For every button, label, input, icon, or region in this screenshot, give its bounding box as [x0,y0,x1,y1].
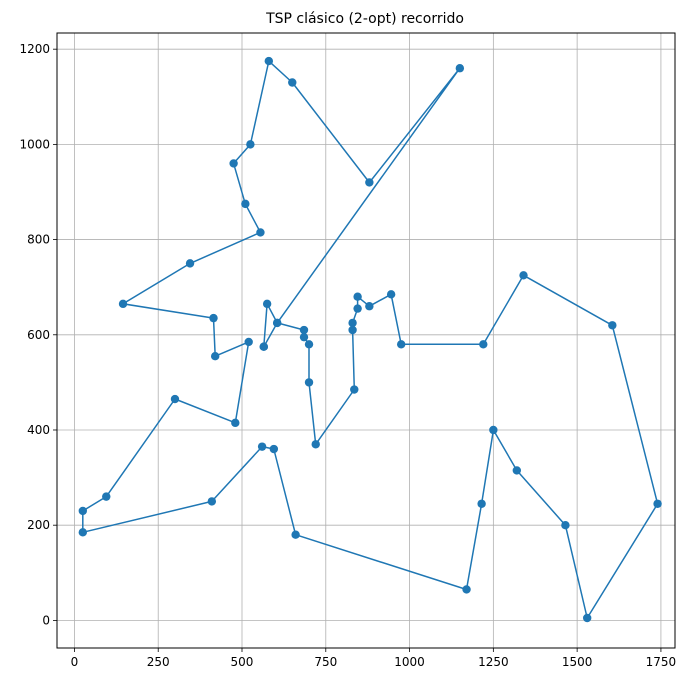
city-point [262,299,272,309]
x-tick-label: 0 [71,655,79,669]
city-point [365,302,374,311]
city-point [207,497,217,506]
route-series [78,56,662,623]
city-point [269,444,279,454]
city-point [299,332,309,342]
city-point [477,499,486,508]
city-point [210,352,220,361]
city-point [512,466,522,475]
y-tick-label: 1000 [19,137,50,151]
city-point [311,440,320,449]
x-tick-label: 250 [147,655,170,669]
city-point [479,340,488,349]
city-point [386,290,396,299]
city-point [259,342,268,351]
city-point [462,585,471,594]
city-point [241,199,250,209]
city-point [264,56,274,66]
city-point [455,64,465,73]
chart-title: TSP clásico (2-opt) recorrido [265,11,464,27]
city-point [348,318,357,328]
grid-lines [57,33,675,648]
x-tick-label: 750 [314,655,337,669]
y-tick-label: 0 [42,613,50,627]
city-point [78,528,88,537]
city-point [299,325,309,335]
city-point [288,78,297,87]
city-point [291,530,300,539]
city-point [209,313,218,323]
city-point [348,325,357,335]
city-point [489,425,498,435]
y-tick-label: 400 [27,423,50,437]
city-point [78,506,88,516]
city-point [272,318,282,328]
city-point [519,271,528,280]
city-point [582,613,592,623]
city-point [244,337,253,347]
y-tick-label: 200 [27,518,50,532]
y-tick-label: 600 [27,328,50,342]
city-point [231,418,240,428]
city-point [257,442,267,451]
x-tick-label: 1000 [394,655,425,669]
city-point [229,159,238,168]
city-point [353,292,362,301]
x-tick-label: 500 [231,655,254,669]
city-point [396,340,406,349]
city-point [256,228,265,237]
x-tick-label: 1500 [562,655,593,669]
route-line [82,60,659,619]
city-point [653,499,662,508]
city-point [350,385,359,394]
x-tick-label: 1750 [646,655,677,669]
city-point [118,299,128,309]
city-point [246,140,255,149]
y-axis: 0 200 400 600 800 1000 1200 [19,42,57,627]
x-axis: 0 250 500 750 1000 1250 1500 1750 [71,648,677,669]
city-point [608,321,617,330]
y-tick-label: 1200 [19,42,50,56]
city-point [561,520,570,530]
x-tick-label: 1250 [478,655,509,669]
y-tick-label: 800 [27,233,50,247]
city-point [365,178,374,187]
city-point [304,340,314,349]
city-point [304,378,314,387]
city-point [353,304,362,313]
city-point [185,259,195,268]
city-point [170,394,180,404]
city-point [102,492,111,501]
plot-frame [56,32,676,649]
